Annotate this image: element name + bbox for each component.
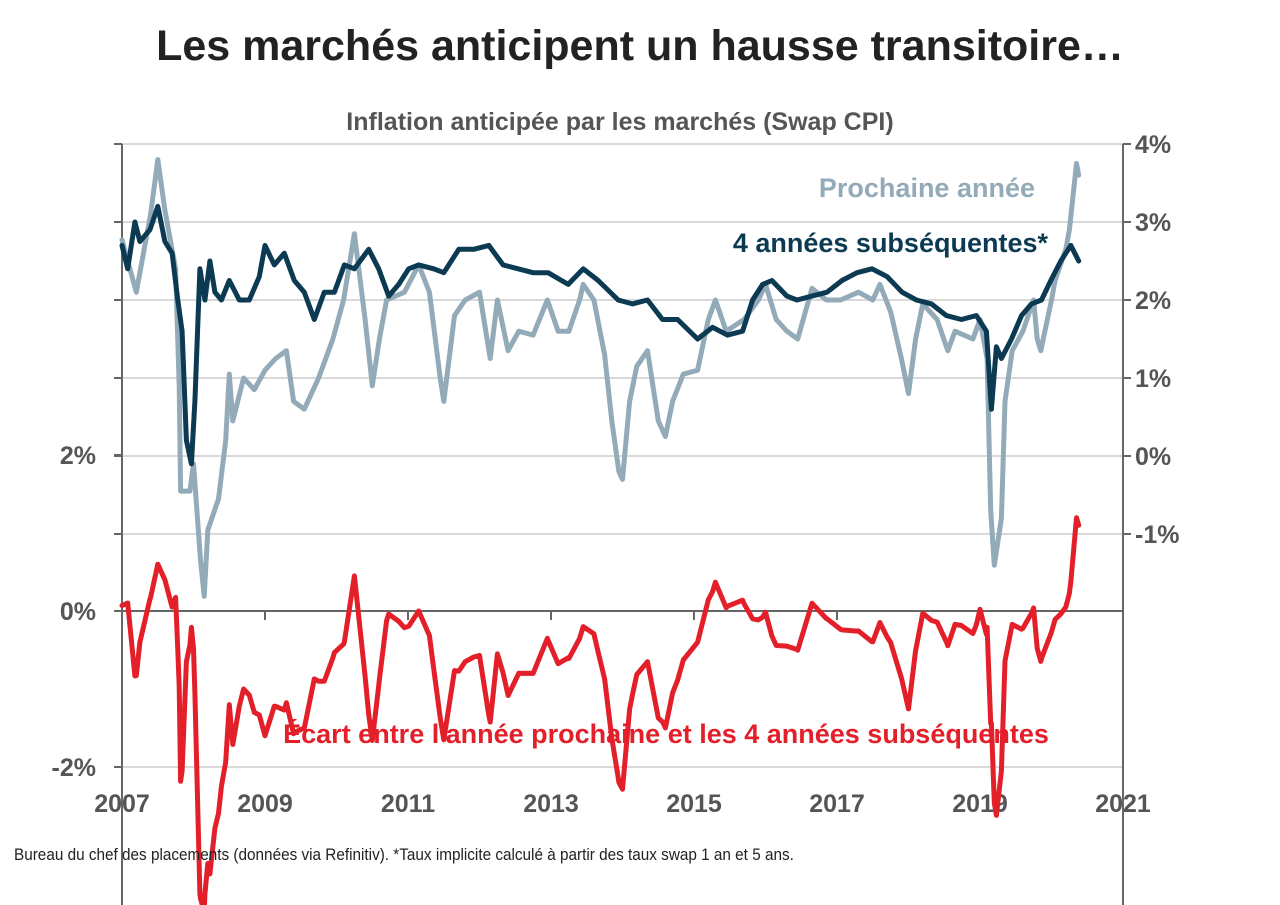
left-axis-tick-label: 0%	[60, 598, 96, 626]
series-line-next-year	[119, 157, 1082, 599]
series-line-following-4y	[119, 203, 1082, 467]
x-axis-tick-label: 2021	[1095, 790, 1151, 818]
chart-subtitle: Inflation anticipée par les marchés (Swa…	[346, 108, 894, 136]
chart-title: Les marchés anticipent un hausse transit…	[156, 22, 1124, 70]
x-axis-tick-label: 2009	[237, 790, 293, 818]
left-axis-tick-label: -2%	[52, 754, 96, 782]
right-axis-tick-label: 0%	[1135, 443, 1171, 471]
legend-next-year: Prochaine année	[819, 173, 1035, 203]
left-axis-tick-label: 2%	[60, 442, 96, 470]
right-axis-tick-label: 1%	[1135, 365, 1171, 393]
legend-spread: Écart entre l'année prochaine et les 4 a…	[283, 718, 1049, 749]
x-axis-tick-label: 2007	[94, 790, 150, 818]
x-axis-tick-label: 2011	[381, 790, 435, 818]
source-note: Bureau du chef des placements (données v…	[14, 845, 794, 864]
series-line-spread	[119, 515, 1082, 905]
x-axis-tick-label: 2017	[809, 790, 865, 818]
right-axis-tick-label: 3%	[1135, 209, 1171, 237]
right-axis-tick-label: 2%	[1135, 287, 1171, 315]
x-axis-tick-label: 2013	[523, 790, 579, 818]
right-axis-tick-label: -1%	[1135, 521, 1179, 549]
right-axis-tick-label: 4%	[1135, 131, 1171, 159]
legend-following-4y: 4 années subséquentes*	[733, 228, 1049, 258]
x-axis-tick-label: 2015	[666, 790, 722, 818]
